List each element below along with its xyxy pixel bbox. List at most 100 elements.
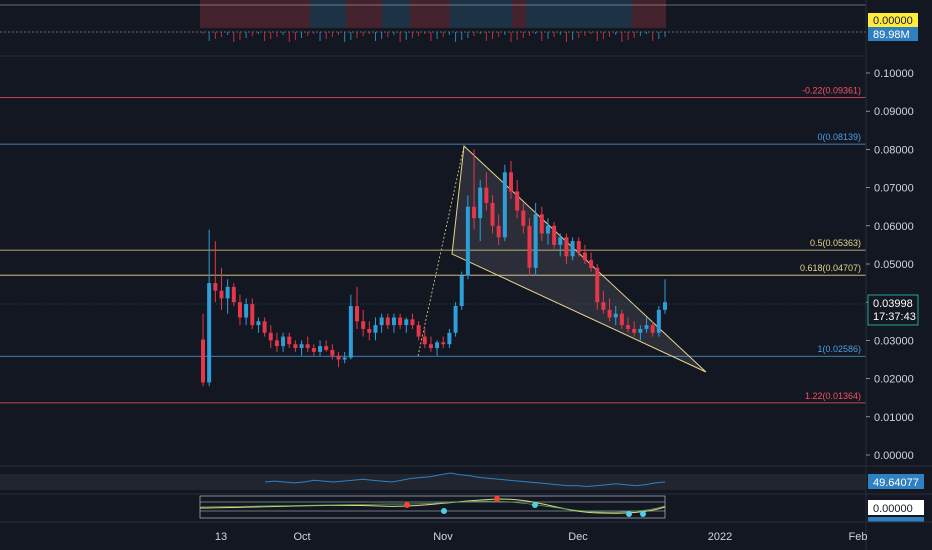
candle-body <box>478 187 483 219</box>
price-tick-label: 0.09000 <box>874 106 914 118</box>
candle-body <box>385 317 390 326</box>
falling-wedge[interactable] <box>451 144 707 373</box>
candle-body <box>564 237 569 257</box>
candle-body <box>509 172 513 192</box>
candle-body <box>373 325 378 333</box>
fib-label: -0.22(0.09361) <box>802 85 861 95</box>
volume-band-5 <box>410 0 450 28</box>
price-tick-label: 0.07000 <box>874 183 914 195</box>
candle-body <box>311 348 316 352</box>
candle-body <box>299 344 304 349</box>
candle-body <box>410 319 415 326</box>
price-tick-label: 0.08000 <box>874 144 914 156</box>
time-tick-label: Dec <box>568 531 588 543</box>
candle-body <box>305 344 310 349</box>
candle-body <box>231 286 236 303</box>
fib-label: 0.618(0.04707) <box>800 263 861 273</box>
candle-body <box>244 304 249 318</box>
volume-badge-text: 89.98M <box>873 29 910 41</box>
oscillator-signal-4 <box>532 502 538 508</box>
time-tick-label: Feb <box>849 531 868 543</box>
volume-ticks <box>202 32 666 42</box>
price-tick-label: 0.06000 <box>874 221 914 233</box>
candle-body <box>521 210 526 226</box>
price-tick-label: 0.01000 <box>874 412 914 424</box>
price-tick-label: 0.03000 <box>874 335 914 347</box>
candle-body <box>207 283 212 383</box>
candle-body <box>632 328 637 333</box>
candle-body <box>213 283 218 291</box>
candle-body <box>459 275 464 307</box>
candle-body <box>656 309 661 333</box>
top-badge: 0.00000 <box>868 13 918 27</box>
candle-body <box>361 321 366 329</box>
oscillator-signal-3 <box>494 496 500 502</box>
volume-band-2 <box>310 0 346 28</box>
volume-badge: 89.98M <box>868 27 918 41</box>
candle-body <box>595 267 600 303</box>
candle-body <box>663 302 667 310</box>
candle-body <box>589 260 594 268</box>
volume-band-9 <box>632 0 666 28</box>
candles <box>201 149 667 387</box>
candle-body <box>404 319 409 326</box>
rsi-badge: 49.64077 <box>868 474 924 489</box>
rsi-badge-text: 49.64077 <box>873 477 919 489</box>
time-tick-label: Oct <box>293 531 310 543</box>
volume-band-8 <box>526 0 632 28</box>
candle-body <box>465 206 470 276</box>
price-axis[interactable] <box>866 0 932 550</box>
candle-body <box>219 290 224 299</box>
oscillator-badge: 0.00000 <box>868 500 924 515</box>
time-tick-label: 2022 <box>708 531 732 543</box>
candle-body <box>318 346 323 352</box>
last-price-text: 0.03998 <box>873 298 913 310</box>
top-badge-text: 0.00000 <box>873 15 913 27</box>
candle-body <box>539 214 544 234</box>
candle-body <box>527 225 532 268</box>
candle-body <box>638 328 643 333</box>
candle-body <box>533 214 538 268</box>
candle-body <box>441 342 446 345</box>
rsi-band <box>0 474 866 490</box>
candle-body <box>552 225 557 245</box>
time-axis-ticks[interactable]: 13 Oct Nov Dec 2022 Feb <box>215 531 868 543</box>
candle-body <box>391 317 396 326</box>
candle-body <box>490 202 495 226</box>
price-tick-label: 0.00000 <box>874 450 914 462</box>
candle-body <box>367 328 372 333</box>
fib-label: 1.22(0.01364) <box>805 391 861 401</box>
candle-body <box>607 309 612 318</box>
candle-body <box>416 325 421 337</box>
candle-body <box>330 349 335 356</box>
fib-levels: -0.22(0.09361) 0(0.08139) 0.5(0.05363) 0.61… <box>0 85 866 404</box>
candle-body <box>225 286 230 299</box>
time-tick-label: Nov <box>433 531 453 543</box>
fib-label: 1(0.02586) <box>817 344 861 354</box>
volume-band-1 <box>200 0 310 28</box>
oscillator-pane <box>199 495 666 519</box>
candle-body <box>422 336 427 345</box>
volume-band-4 <box>382 0 410 28</box>
candle-body <box>342 357 347 360</box>
oscillator-signal-1 <box>404 502 410 508</box>
candle-body <box>472 206 477 219</box>
candle-body <box>379 317 384 326</box>
candle-body <box>515 191 520 211</box>
candle-body <box>545 225 550 234</box>
volume-pane <box>0 0 866 42</box>
candle-body <box>650 325 655 333</box>
volume-band-3 <box>346 0 382 28</box>
candle-body <box>644 325 649 329</box>
candle-body <box>348 306 353 358</box>
oscillator-badge-text: 0.00000 <box>873 503 913 515</box>
fib-label: 0(0.08139) <box>817 132 861 142</box>
candle-body <box>274 340 279 347</box>
candle-body <box>447 332 452 345</box>
candle-body <box>336 355 341 360</box>
price-tick-label: 0.05000 <box>874 259 914 271</box>
price-tick-label: 0.10000 <box>874 68 914 80</box>
candle-body <box>435 342 440 349</box>
oscillator-badge-shadow <box>868 517 924 522</box>
